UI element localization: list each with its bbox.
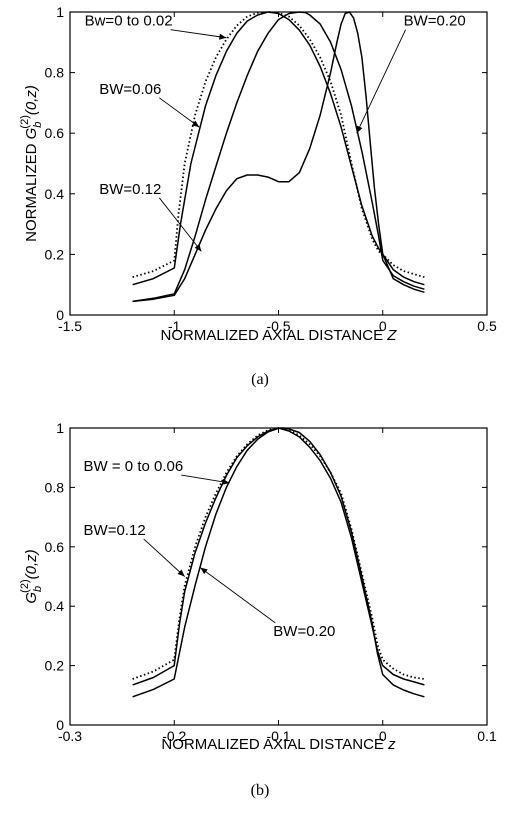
x-tick-label: 0.5: [477, 318, 497, 334]
y-axis-label: Gb(2)(0,z): [19, 549, 44, 603]
y-tick-label: 0.8: [45, 65, 65, 81]
x-tick-label: 0: [379, 318, 387, 334]
series-line-bw-0-to-0-02: [132, 11, 425, 278]
annotation-arrow-line: [158, 197, 202, 252]
annotation-arrow-line: [200, 567, 276, 624]
y-axis-label-superscript: (2): [19, 579, 31, 592]
x-tick-label: 0: [379, 728, 387, 744]
x-tick-label: -1: [168, 318, 181, 334]
x-tick-label: -0.1: [266, 728, 290, 744]
x-axis-label-variable: z: [387, 736, 396, 753]
annotation-label: BW=0.12: [99, 181, 161, 198]
x-axis-label-variable: Z: [386, 327, 397, 344]
y-axis-label-arguments: (0,z): [23, 85, 40, 115]
y-axis-label-symbol: G: [23, 592, 40, 604]
x-tick-label: -0.2: [162, 728, 186, 744]
annotation-arrow-line: [159, 97, 200, 128]
annotation-arrow-line: [143, 538, 185, 577]
annotation-arrowhead: [177, 569, 185, 577]
y-tick-label: 0.2: [45, 246, 65, 262]
annotation-label: BW=0.12: [84, 522, 146, 539]
annotation-arrowhead: [356, 125, 363, 134]
annotation-arrowhead: [194, 244, 202, 252]
y-axis-label-symbol: G: [23, 127, 40, 139]
annotation-label: Bw=0 to 0.02: [85, 13, 173, 30]
y-axis-label-text: NORMALIZED: [23, 139, 40, 242]
annotation-arrowhead: [200, 567, 208, 575]
y-axis-label-superscript: (2): [19, 115, 31, 128]
annotation-arrow-line: [181, 474, 230, 484]
y-tick-label: 1: [56, 420, 64, 436]
x-axis-label: NORMALIZED AXIAL DISTANCE z: [161, 736, 396, 753]
plot-frame: [69, 11, 488, 316]
annotation-label: BW=0.20: [404, 13, 466, 30]
x-tick-label: -1.5: [58, 318, 82, 334]
figure-caption: (a): [251, 371, 269, 388]
series-line-bw-0-12: [132, 427, 425, 686]
x-tick-label: -0.5: [266, 318, 290, 334]
y-tick-label: 0.2: [45, 658, 65, 674]
annotation-arrow-line: [356, 29, 407, 134]
series-line-bw-0-20: [132, 11, 425, 303]
annotation-arrowhead: [222, 478, 230, 485]
series-line-unlabeled-2: [132, 11, 425, 303]
chart-a: -1.5 -1 -0.5 0 0.5 0 0.2 0.4 0.6 0.8 1 Bw=0 to 0.02…: [19, 4, 497, 388]
y-tick-label: 0.8: [45, 479, 65, 495]
chart-b: -0.3 -0.2 -0.1 0 0.1 0 0.2 0.4 0.6 0.8 1 BW = 0 to …: [19, 420, 497, 799]
series-line-bw-0-to-0-06: [132, 427, 425, 680]
annotation-label: BW=0.06: [99, 81, 161, 98]
y-axis-label-arguments: (0,z): [23, 549, 40, 579]
y-tick-label: 0.6: [45, 539, 65, 555]
y-tick-label: 0: [56, 307, 64, 323]
series-line-bw-0-20: [132, 427, 425, 698]
x-tick-label: -0.3: [58, 728, 82, 744]
annotation-label: BW = 0 to 0.06: [84, 458, 184, 475]
annotation-label: BW=0.20: [273, 623, 335, 640]
y-axis-label-subscript: b: [32, 586, 44, 592]
annotation-arrow-line: [170, 29, 227, 39]
figure-caption: (b): [251, 782, 270, 799]
y-tick-label: 1: [56, 4, 64, 20]
annotation-arrowhead: [191, 120, 200, 128]
y-tick-label: 0: [56, 717, 64, 733]
x-axis-label-text: NORMALIZED AXIAL DISTANCE: [161, 327, 388, 344]
annotation-arrowhead: [219, 33, 227, 40]
y-axis-label-subscript: b: [32, 122, 44, 128]
x-tick-label: 0.1: [477, 728, 497, 744]
x-axis-label: NORMALIZED AXIAL DISTANCE Z: [161, 327, 398, 344]
y-tick-label: 0.6: [45, 125, 65, 141]
y-tick-label: 0.4: [45, 598, 65, 614]
x-axis-label-text: NORMALIZED AXIAL DISTANCE: [161, 736, 388, 753]
y-axis-label: NORMALIZED Gb(2)(0,z): [19, 85, 44, 242]
y-tick-label: 0.4: [45, 186, 65, 202]
